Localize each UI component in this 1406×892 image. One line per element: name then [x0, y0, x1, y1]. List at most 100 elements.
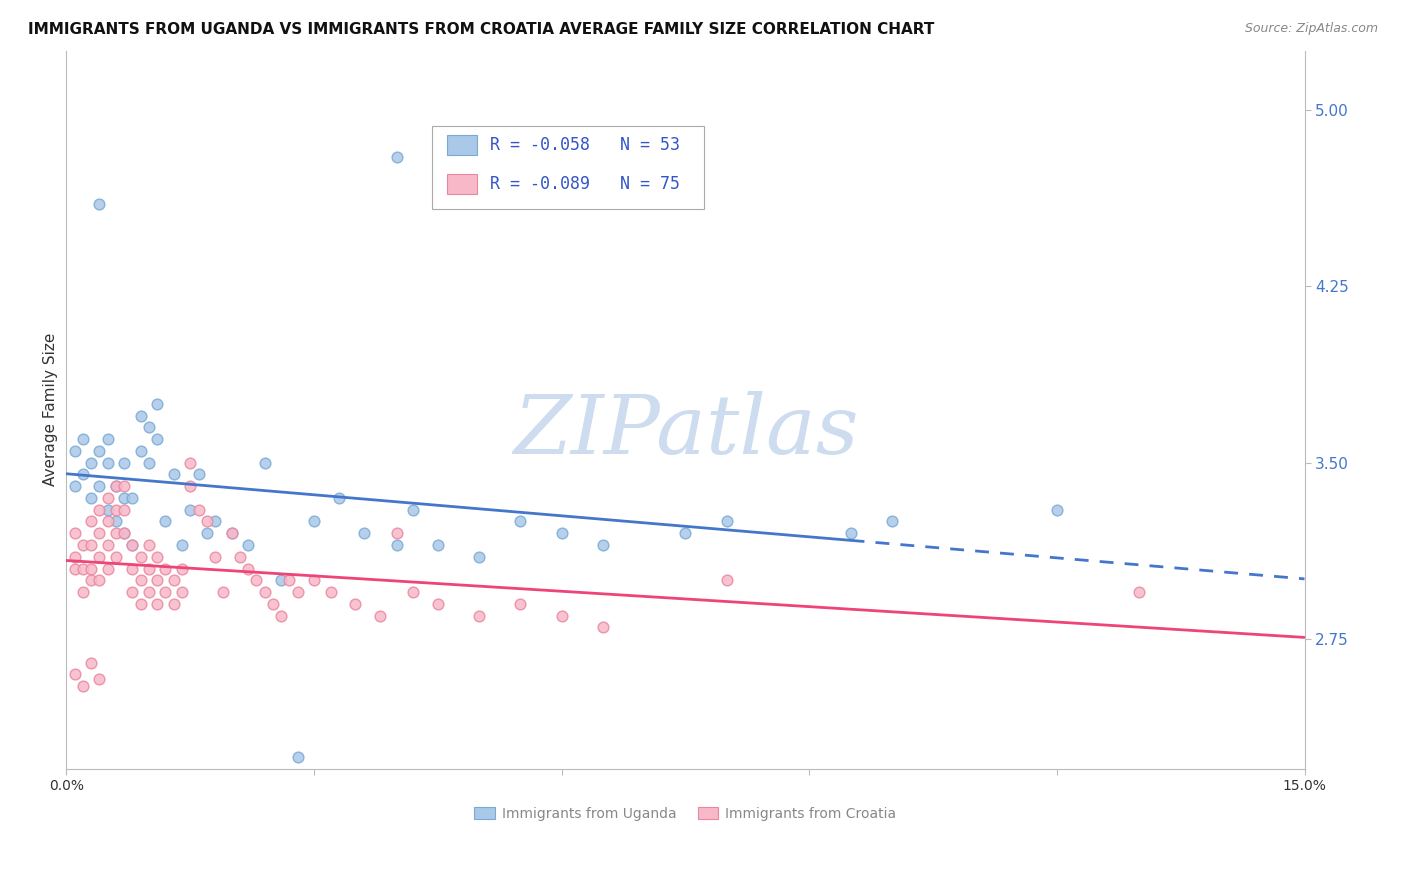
Point: [302, 515, 325, 529]
Point: [716, 515, 738, 529]
Point: [104, 479, 127, 493]
Point: [89, 479, 111, 493]
Point: [104, 502, 127, 516]
Point: [204, 515, 226, 529]
Point: [236, 538, 259, 552]
Point: [287, 749, 309, 764]
Point: [550, 608, 572, 623]
Point: [146, 574, 169, 588]
Point: [80, 538, 103, 552]
Point: [278, 574, 301, 588]
Point: [89, 526, 111, 541]
Point: [179, 456, 201, 470]
Point: [179, 479, 201, 493]
Point: [195, 526, 218, 541]
Point: [270, 608, 292, 623]
Point: [72, 432, 94, 446]
Point: [163, 467, 186, 482]
Point: [121, 538, 143, 552]
Point: [509, 515, 531, 529]
Point: [179, 502, 201, 516]
Point: [253, 585, 276, 599]
Point: [1128, 585, 1150, 599]
FancyBboxPatch shape: [447, 135, 478, 155]
Point: [104, 515, 127, 529]
Point: [212, 585, 235, 599]
Point: [63, 561, 86, 575]
Point: [97, 561, 120, 575]
Point: [146, 597, 169, 611]
Point: [426, 538, 449, 552]
Point: [368, 608, 391, 623]
Point: [112, 502, 135, 516]
Text: R = -0.058   N = 53: R = -0.058 N = 53: [489, 136, 681, 153]
Point: [204, 549, 226, 564]
Point: [236, 561, 259, 575]
Point: [229, 549, 252, 564]
Point: [129, 597, 152, 611]
Point: [80, 561, 103, 575]
Text: R = -0.089   N = 75: R = -0.089 N = 75: [489, 175, 681, 194]
Point: [129, 574, 152, 588]
Point: [509, 597, 531, 611]
Point: [63, 549, 86, 564]
Point: [89, 196, 111, 211]
Point: [319, 585, 342, 599]
Point: [302, 574, 325, 588]
Point: [121, 538, 143, 552]
Point: [97, 515, 120, 529]
Point: [163, 574, 186, 588]
Point: [716, 574, 738, 588]
Point: [328, 491, 350, 505]
Point: [80, 456, 103, 470]
Point: [97, 456, 120, 470]
Point: [104, 479, 127, 493]
Point: [104, 526, 127, 541]
Point: [97, 502, 120, 516]
Y-axis label: Average Family Size: Average Family Size: [44, 333, 58, 486]
Point: [146, 549, 169, 564]
Point: [72, 467, 94, 482]
Point: [880, 515, 903, 529]
Point: [121, 491, 143, 505]
Point: [112, 526, 135, 541]
Point: [353, 526, 375, 541]
Point: [138, 420, 160, 434]
Point: [592, 620, 614, 634]
Point: [138, 538, 160, 552]
Point: [104, 549, 127, 564]
Point: [385, 538, 408, 552]
Point: [80, 656, 103, 670]
Point: [344, 597, 367, 611]
Point: [385, 150, 408, 164]
Point: [187, 502, 209, 516]
Point: [72, 538, 94, 552]
Point: [80, 491, 103, 505]
Point: [63, 479, 86, 493]
Point: [129, 409, 152, 423]
Text: ZIPatlas: ZIPatlas: [513, 392, 858, 471]
Point: [89, 549, 111, 564]
Point: [402, 585, 425, 599]
Point: [262, 597, 284, 611]
Point: [402, 502, 425, 516]
Point: [221, 526, 243, 541]
Point: [592, 538, 614, 552]
Point: [129, 443, 152, 458]
Point: [63, 443, 86, 458]
Point: [89, 502, 111, 516]
Point: [221, 526, 243, 541]
Point: [72, 585, 94, 599]
Point: [112, 526, 135, 541]
Point: [146, 432, 169, 446]
Point: [138, 585, 160, 599]
Point: [72, 561, 94, 575]
Point: [80, 515, 103, 529]
Point: [385, 526, 408, 541]
Point: [468, 608, 491, 623]
Point: [89, 672, 111, 686]
Text: IMMIGRANTS FROM UGANDA VS IMMIGRANTS FROM CROATIA AVERAGE FAMILY SIZE CORRELATIO: IMMIGRANTS FROM UGANDA VS IMMIGRANTS FRO…: [28, 22, 935, 37]
Point: [63, 667, 86, 681]
FancyBboxPatch shape: [432, 126, 704, 209]
Point: [187, 467, 209, 482]
